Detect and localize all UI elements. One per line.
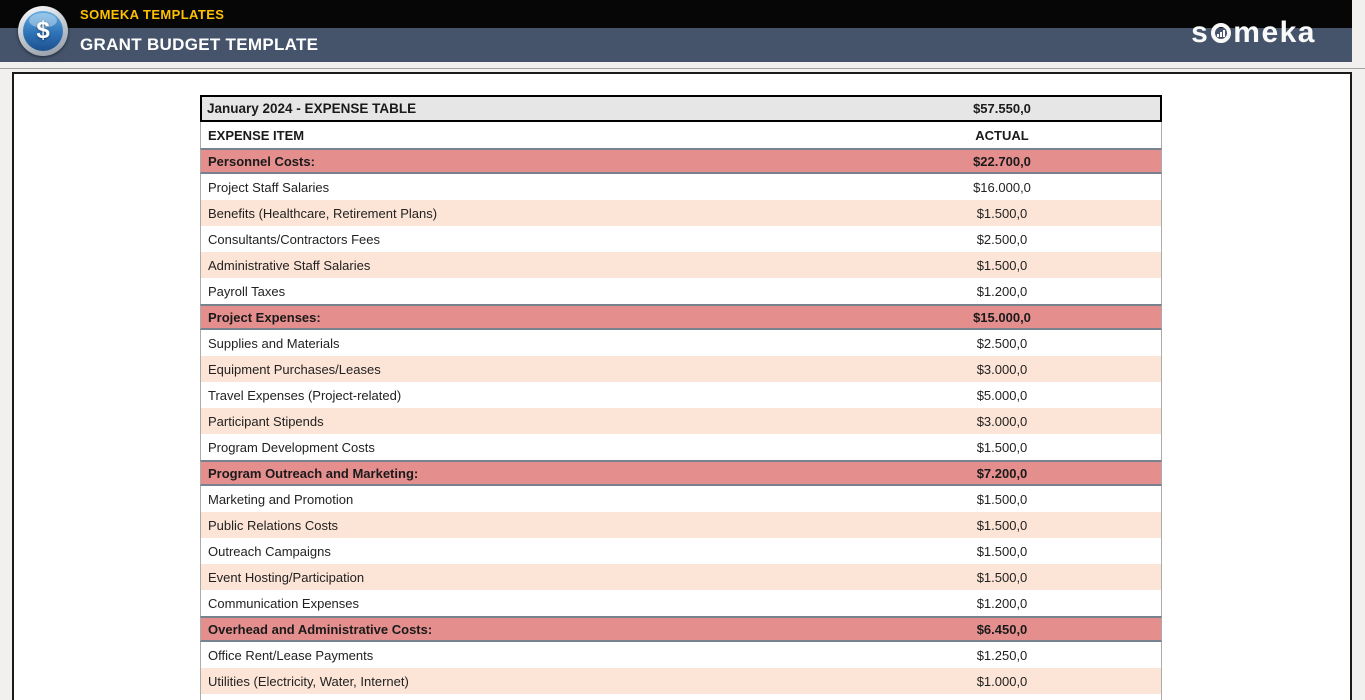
expense-item-cell[interactable]: Program Outreach and Marketing: [208,465,419,481]
expense-item-cell[interactable]: Personnel Costs: [208,153,315,169]
actual-value-cell[interactable]: $2.500,0 [976,335,1028,351]
someka-logo-chart-o-icon [1211,23,1232,43]
table-row[interactable]: Public Relations Costs $1.500,0 [200,512,1162,538]
header-divider [0,68,1365,69]
expense-table: January 2024 - EXPENSE TABLE $57.550,0 E… [200,95,1162,700]
actual-value-cell[interactable]: $1.500,0 [976,205,1028,221]
expense-item-cell[interactable]: Travel Expenses (Project-related) [208,387,402,403]
table-row[interactable]: Communication Expenses $1.200,0 [200,590,1162,616]
table-total-value[interactable]: $57.550,0 [973,101,1031,116]
expense-item-cell[interactable]: Public Relations Costs [208,517,339,533]
expense-item-cell[interactable]: Supplies and Materials [208,335,340,351]
table-title[interactable]: January 2024 - EXPENSE TABLE [207,101,417,116]
actual-value-cell[interactable]: $1.500,0 [976,517,1028,533]
expense-item-cell[interactable]: Utilities (Electricity, Water, Internet) [208,673,409,689]
table-row[interactable]: Payroll Taxes $1.200,0 [200,278,1162,304]
dollar-glyph: $ [36,17,50,44]
table-row[interactable]: Office Rent/Lease Payments $1.250,0 [200,642,1162,668]
table-row[interactable]: Program Development Costs $1.500,0 [200,434,1162,460]
table-row[interactable]: Utilities (Electricity, Water, Internet)… [200,668,1162,694]
actual-value-cell[interactable]: $1.000,0 [976,673,1028,689]
actual-value-cell[interactable]: $6.450,0 [976,621,1028,637]
table-category-row[interactable]: Program Outreach and Marketing: $7.200,0 [200,460,1162,486]
dollar-circle-icon: $ [18,6,68,56]
expense-item-cell[interactable]: Overhead and Administrative Costs: [208,621,433,637]
expense-item-cell[interactable]: Equipment Purchases/Leases [208,361,381,377]
someka-logo-text-start: s [1191,16,1210,49]
table-category-row[interactable]: Project Expenses: $15.000,0 [200,304,1162,330]
header-top-band: SOMEKA TEMPLATES [0,0,1352,28]
actual-value-cell[interactable]: $1.500,0 [976,569,1028,585]
bar-chart-icon [1215,30,1227,37]
table-row[interactable]: Travel Expenses (Project-related) $5.000… [200,382,1162,408]
table-row[interactable]: Marketing and Promotion $1.500,0 [200,486,1162,512]
expense-item-cell[interactable]: Benefits (Healthcare, Retirement Plans) [208,205,438,221]
table-row[interactable]: Event Hosting/Participation $1.500,0 [200,564,1162,590]
table-category-row[interactable]: Personnel Costs: $22.700,0 [200,148,1162,174]
app-header: SOMEKA TEMPLATES GRANT BUDGET TEMPLATE $… [0,0,1352,62]
actual-value-cell[interactable]: $16.000,0 [973,179,1031,195]
table-row[interactable]: Consultants/Contractors Fees $2.500,0 [200,226,1162,252]
expense-item-cell[interactable]: Communication Expenses [208,595,360,611]
table-row[interactable]: Outreach Campaigns $1.500,0 [200,538,1162,564]
actual-value-cell[interactable]: $1.500,0 [976,439,1028,455]
worksheet-page: January 2024 - EXPENSE TABLE $57.550,0 E… [12,72,1352,700]
table-row[interactable]: Equipment Purchases/Leases $3.000,0 [200,356,1162,382]
actual-value-cell[interactable]: $22.700,0 [973,153,1031,169]
actual-value-cell[interactable]: $7.200,0 [976,465,1028,481]
expense-item-cell[interactable]: Project Staff Salaries [208,179,330,195]
actual-value-cell[interactable]: $1.200,0 [976,283,1028,299]
actual-value-cell[interactable]: $5.000,0 [976,387,1028,403]
expense-item-cell[interactable]: Outreach Campaigns [208,543,331,559]
actual-value-cell[interactable]: $1.500,0 [976,491,1028,507]
table-row[interactable]: Project Staff Salaries $16.000,0 [200,174,1162,200]
expense-item-cell[interactable]: Project Expenses: [208,309,321,325]
table-row[interactable]: Benefits (Healthcare, Retirement Plans) … [200,200,1162,226]
actual-value-cell[interactable]: $15.000,0 [973,309,1031,325]
expense-item-cell[interactable]: Event Hosting/Participation [208,569,365,585]
actual-value-cell[interactable]: $1.500,0 [976,543,1028,559]
actual-value-cell[interactable]: $3.000,0 [976,361,1028,377]
header-bottom-band: GRANT BUDGET TEMPLATE [0,28,1352,62]
actual-value-cell[interactable]: $1.250,0 [976,647,1028,663]
page-title: GRANT BUDGET TEMPLATE [80,35,319,54]
expense-item-cell[interactable]: Office Rent/Lease Payments [208,647,374,663]
table-row-partial[interactable] [200,694,1162,700]
table-row[interactable]: Supplies and Materials $2.500,0 [200,330,1162,356]
table-category-row[interactable]: Overhead and Administrative Costs: $6.45… [200,616,1162,642]
column-header-expense-item[interactable]: EXPENSE ITEM [208,127,305,143]
table-row[interactable]: Participant Stipends $3.000,0 [200,408,1162,434]
expense-item-cell[interactable]: Consultants/Contractors Fees [208,231,380,247]
expense-item-cell[interactable]: Administrative Staff Salaries [208,257,371,273]
column-header-actual[interactable]: ACTUAL [975,127,1029,143]
expense-item-cell[interactable]: Participant Stipends [208,413,324,429]
brand-label: SOMEKA TEMPLATES [80,6,225,22]
actual-value-cell[interactable]: $1.200,0 [976,595,1028,611]
table-title-row[interactable]: January 2024 - EXPENSE TABLE $57.550,0 [200,95,1162,122]
expense-item-cell[interactable]: Payroll Taxes [208,283,286,299]
expense-item-cell[interactable]: Marketing and Promotion [208,491,354,507]
someka-logo-text-end: meka [1233,16,1316,49]
expense-item-cell[interactable]: Program Development Costs [208,439,375,455]
someka-logo: s meka [1191,17,1316,49]
actual-value-cell[interactable]: $2.500,0 [976,231,1028,247]
table-header-row[interactable]: EXPENSE ITEM ACTUAL [200,122,1162,148]
table-row[interactable]: Administrative Staff Salaries $1.500,0 [200,252,1162,278]
actual-value-cell[interactable]: $1.500,0 [976,257,1028,273]
table-body: Personnel Costs: $22.700,0 Project Staff… [200,148,1162,694]
dollar-circle-icon-inner: $ [23,11,63,51]
actual-value-cell[interactable]: $3.000,0 [976,413,1028,429]
